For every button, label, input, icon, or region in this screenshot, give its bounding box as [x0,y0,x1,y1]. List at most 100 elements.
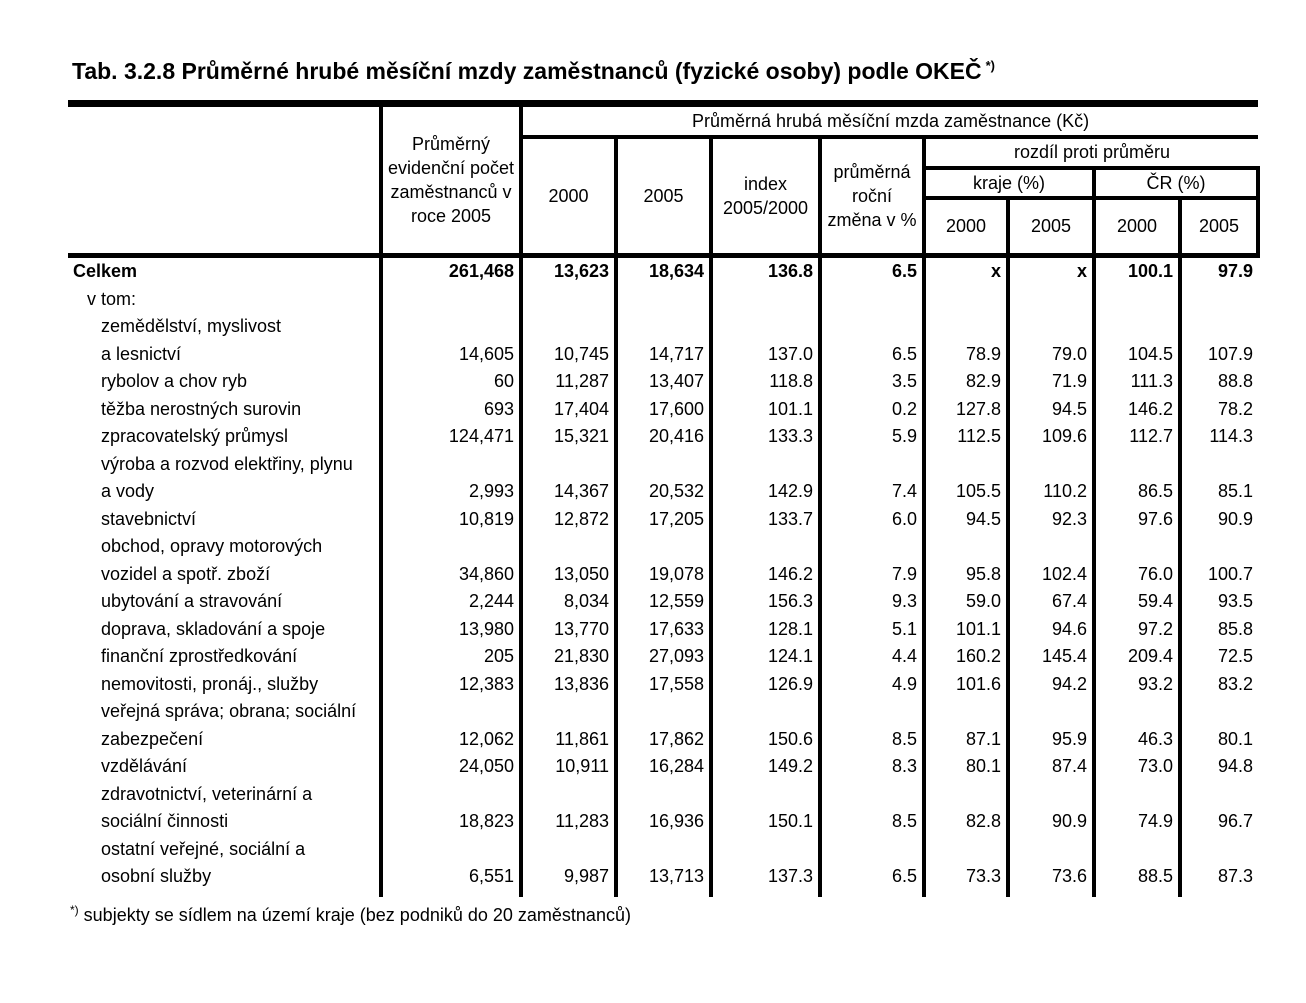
cell-value [1006,285,1094,313]
cell-value: 693 [379,395,521,423]
cell-value: 14,717 [614,313,711,368]
header-diff-group: rozdíl proti průměru [921,136,1259,170]
cell-value: 17,404 [519,395,616,423]
cell-value: 92.3 [1006,505,1094,533]
table-row: výroba a rozvod elektřiny, plynu a vody 2,… [68,450,1259,506]
cell-value: 11,861 [519,698,616,753]
table-title-text: Tab. 3.2.8 Průměrné hrubé měsíční mzdy z… [72,58,982,84]
cell-value: 150.1 [709,780,820,836]
cell-value: 82.8 [922,780,1008,836]
cell-value: 0.2 [818,395,924,423]
cell-value: 94.2 [1006,670,1094,698]
table-row: ubytování a stravování 2,244 8,034 12,559 15… [68,588,1259,616]
header-cr-2000: 2000 [1092,197,1180,256]
cell-value: 72.5 [1177,643,1259,671]
cell-value: 127.8 [922,395,1008,423]
table-row: obchod, opravy motorových vozidel a spotř… [68,533,1259,588]
cell-value: 101.1 [709,395,820,423]
cell-value [379,285,521,313]
row-label: stavebnictví [101,508,197,529]
cell-value: 20,532 [614,450,711,506]
cell-value: 17,633 [614,615,711,643]
cell-value: 85.1 [1177,450,1259,506]
cell-value: 4.9 [818,670,924,698]
cell-value: 9.3 [818,588,924,616]
cell-value: 7.9 [818,533,924,588]
cell-value: 18,634 [614,253,711,286]
cell-value: 76.0 [1092,533,1180,588]
table-row: rybolov a chov ryb 60 11,287 13,407 118.8 3.5… [68,368,1259,396]
footnote-marker: *) [70,903,79,917]
cell-value: 78.9 [922,313,1008,368]
cell-value: 90.9 [1177,505,1259,533]
row-label: zemědělství, myslivost a lesnictví [101,316,282,364]
cell-value: 11,283 [519,780,616,836]
cell-value [1177,285,1259,313]
table-row: vzdělávání 24,050 10,911 16,284 149.2 8.3 80.1… [68,753,1259,781]
cell-value: 100.1 [1092,253,1180,286]
cell-value: 100.7 [1177,533,1259,588]
cell-value: 87.3 [1177,835,1259,897]
cell-value: 34,860 [379,533,521,588]
footnote: *) subjekty se sídlem na území kraje (bez… [70,903,631,926]
cell-value: 101.6 [922,670,1008,698]
cell-value: 24,050 [379,753,521,781]
title-footnote-marker: *) [985,58,995,74]
cell-value: 12,062 [379,698,521,753]
cell-value: 67.4 [1006,588,1094,616]
cell-value: 10,819 [379,505,521,533]
cell-value: 13,713 [614,835,711,897]
cell-value: 160.2 [922,643,1008,671]
cell-value: 97.6 [1092,505,1180,533]
cell-value: 73.0 [1092,753,1180,781]
header-2000: 2000 [519,136,616,256]
cell-value: 93.5 [1177,588,1259,616]
cell-value: 95.8 [922,533,1008,588]
cell-value: 101.1 [922,615,1008,643]
table-row: stavebnictví 10,819 12,872 17,205 133.7 6.0 94… [68,505,1259,533]
cell-value: 73.3 [922,835,1008,897]
cell-value: 2,244 [379,588,521,616]
cell-value: 205 [379,643,521,671]
cell-value: x [1006,253,1094,286]
cell-value: 13,050 [519,533,616,588]
cell-value: 114.3 [1177,423,1259,451]
cell-value: 18,823 [379,780,521,836]
cell-value: 59.4 [1092,588,1180,616]
cell-value: 95.9 [1006,698,1094,753]
cell-value: 4.4 [818,643,924,671]
header-cr-2005: 2005 [1177,197,1261,256]
cell-value [922,285,1008,313]
header-index: index 2005/2000 [709,136,820,256]
cell-value: 88.8 [1177,368,1259,396]
table-row: zpracovatelský průmysl 124,471 15,321 20,41… [68,423,1259,451]
cell-value: 19,078 [614,533,711,588]
cell-value: 74.9 [1092,780,1180,836]
cell-value: 142.9 [709,450,820,506]
cell-value: 71.9 [1006,368,1094,396]
cell-value: 13,836 [519,670,616,698]
cell-value: 5.1 [818,615,924,643]
wage-table: Průměrný evidenční počet zaměstnanců v r… [68,100,1261,897]
cell-value: 27,093 [614,643,711,671]
cell-value: 149.2 [709,753,820,781]
cell-value: 6.5 [818,835,924,897]
cell-value: 59.0 [922,588,1008,616]
cell-value: 11,287 [519,368,616,396]
cell-value [519,285,616,313]
cell-value: 10,911 [519,753,616,781]
table-row: doprava, skladování a spoje 13,980 13,770 1… [68,615,1259,643]
row-label: finanční zprostředkování [101,646,298,666]
cell-value [614,285,711,313]
cell-value: 137.0 [709,313,820,368]
cell-value: 79.0 [1006,313,1094,368]
cell-value: 97.2 [1092,615,1180,643]
cell-value: 5.9 [818,423,924,451]
header-2005: 2005 [614,136,711,256]
header-empty [68,104,381,256]
cell-value: 94.5 [922,505,1008,533]
cell-value: 110.2 [1006,450,1094,506]
cell-value: 150.6 [709,698,820,753]
cell-value: 109.6 [1006,423,1094,451]
cell-value: 8.3 [818,753,924,781]
